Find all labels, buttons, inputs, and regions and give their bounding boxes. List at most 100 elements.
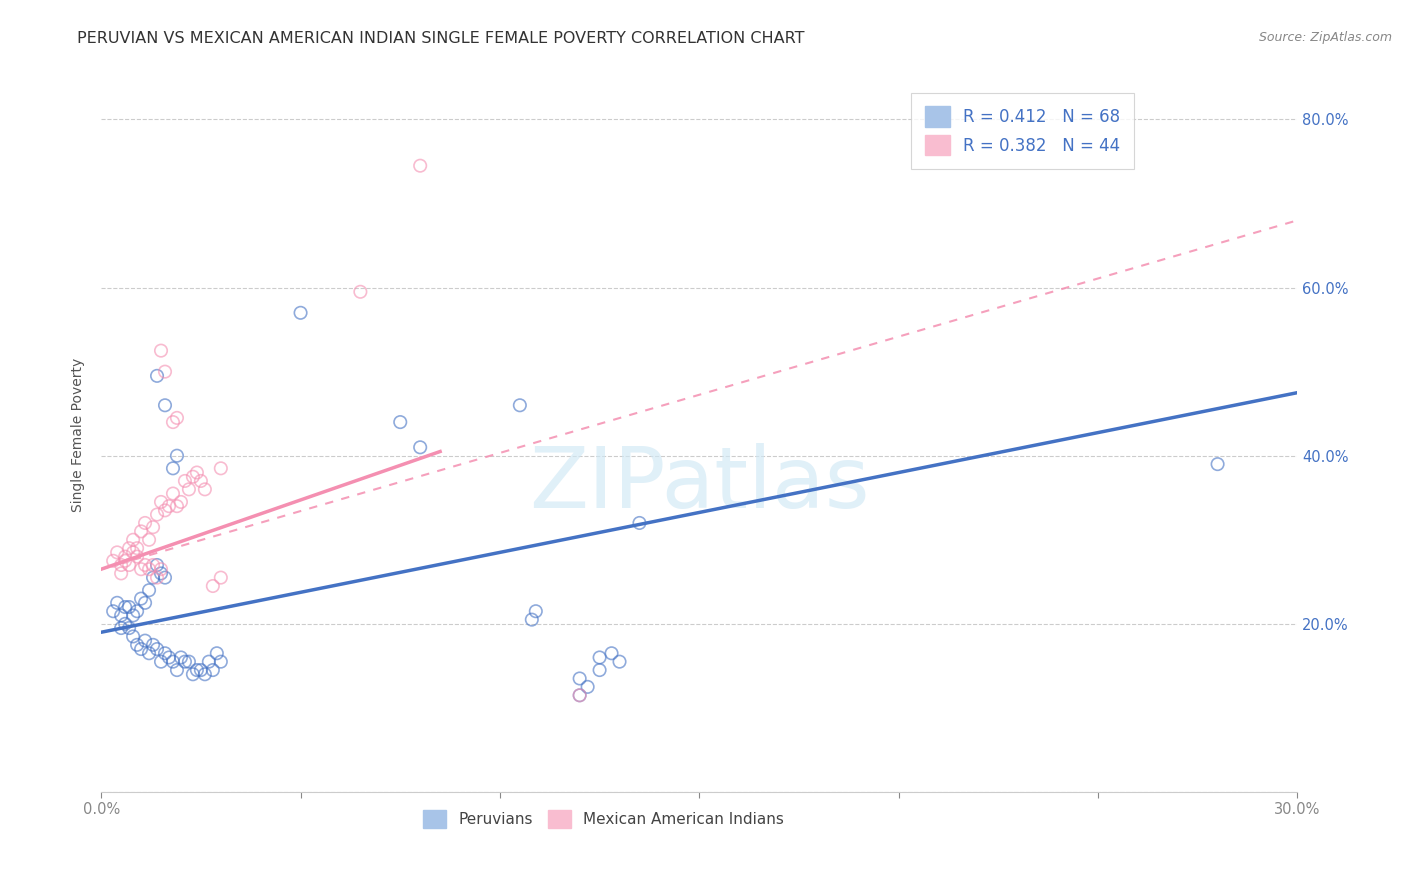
Point: [146, 508, 169, 522]
Point: [122, 533, 145, 547]
Point: [153, 503, 176, 517]
Point: [153, 365, 176, 379]
Point: [114, 554, 136, 568]
Point: [134, 596, 156, 610]
Point: [153, 398, 176, 412]
Point: [588, 663, 610, 677]
Point: [194, 667, 217, 681]
Point: [588, 650, 610, 665]
Point: [129, 562, 152, 576]
Point: [194, 483, 217, 497]
Point: [138, 533, 160, 547]
Point: [174, 655, 197, 669]
Point: [190, 663, 212, 677]
Point: [181, 469, 204, 483]
Point: [150, 495, 173, 509]
Point: [122, 608, 145, 623]
Point: [524, 604, 547, 618]
Point: [105, 596, 128, 610]
Point: [349, 285, 371, 299]
Point: [166, 663, 188, 677]
Point: [146, 571, 169, 585]
Point: [122, 545, 145, 559]
Point: [150, 566, 173, 581]
Point: [209, 571, 232, 585]
Point: [150, 655, 173, 669]
Point: [162, 486, 184, 500]
Point: [209, 655, 232, 669]
Point: [146, 368, 169, 383]
Point: [568, 672, 591, 686]
Point: [520, 613, 543, 627]
Point: [146, 558, 169, 572]
Point: [181, 667, 204, 681]
Point: [134, 516, 156, 530]
Point: [157, 499, 180, 513]
Point: [127, 604, 149, 618]
Point: [162, 655, 184, 669]
Point: [389, 415, 412, 429]
Point: [157, 650, 180, 665]
Point: [122, 630, 145, 644]
Point: [134, 633, 156, 648]
Point: [110, 566, 132, 581]
Point: [170, 495, 193, 509]
Point: [142, 520, 165, 534]
Point: [162, 415, 184, 429]
Point: [290, 306, 312, 320]
Point: [166, 410, 188, 425]
Point: [186, 466, 208, 480]
Point: [118, 541, 141, 556]
Point: [198, 655, 221, 669]
Point: [127, 549, 149, 564]
Point: [118, 621, 141, 635]
Point: [105, 545, 128, 559]
Text: Source: ZipAtlas.com: Source: ZipAtlas.com: [1258, 31, 1392, 45]
Point: [134, 558, 156, 572]
Point: [205, 646, 228, 660]
Point: [129, 524, 152, 539]
Point: [114, 600, 136, 615]
Point: [201, 663, 224, 677]
Point: [146, 642, 169, 657]
Point: [568, 688, 591, 702]
Point: [127, 541, 149, 556]
Point: [186, 663, 208, 677]
Point: [600, 646, 623, 660]
Point: [114, 549, 136, 564]
Point: [201, 579, 224, 593]
Point: [142, 558, 165, 572]
Point: [129, 591, 152, 606]
Legend: Peruvians, Mexican American Indians: Peruvians, Mexican American Indians: [418, 804, 790, 834]
Point: [138, 562, 160, 576]
Point: [138, 646, 160, 660]
Point: [142, 571, 165, 585]
Point: [118, 558, 141, 572]
Point: [409, 159, 432, 173]
Point: [138, 583, 160, 598]
Point: [1206, 457, 1229, 471]
Point: [153, 571, 176, 585]
Point: [166, 449, 188, 463]
Point: [114, 616, 136, 631]
Point: [101, 554, 124, 568]
Point: [190, 474, 212, 488]
Point: [609, 655, 631, 669]
Point: [127, 638, 149, 652]
Point: [101, 604, 124, 618]
Point: [174, 474, 197, 488]
Text: ZIPatlas: ZIPatlas: [529, 443, 869, 526]
Point: [162, 461, 184, 475]
Point: [509, 398, 531, 412]
Point: [129, 642, 152, 657]
Point: [110, 558, 132, 572]
Y-axis label: Single Female Poverty: Single Female Poverty: [72, 358, 86, 512]
Point: [568, 688, 591, 702]
Point: [150, 562, 173, 576]
Point: [177, 483, 200, 497]
Point: [209, 461, 232, 475]
Point: [153, 646, 176, 660]
Point: [166, 499, 188, 513]
Point: [142, 638, 165, 652]
Point: [110, 608, 132, 623]
